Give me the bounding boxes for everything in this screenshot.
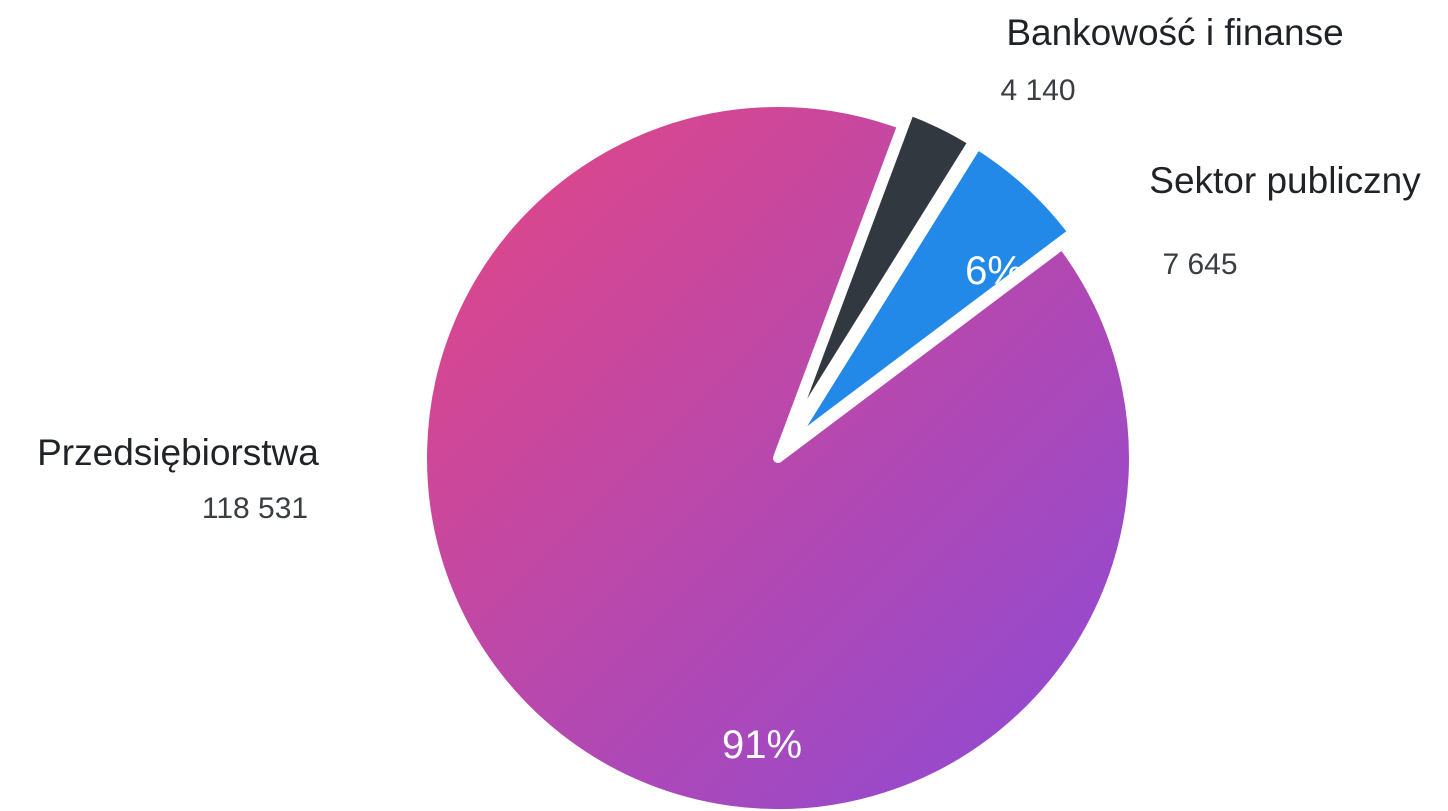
slice-label-sektor-publiczny: Sektor publiczny (1149, 160, 1421, 201)
slice-percent-przedsiebiorstwa: 91% (722, 723, 802, 767)
slice-label-bankowosc: Bankowość i finanse (1006, 12, 1343, 53)
slice-value-bankowosc: 4 140 (1000, 74, 1075, 107)
slice-percent-sektor-publiczny: 6% (965, 249, 1023, 293)
slice-value-przedsiebiorstwa: 118 531 (202, 492, 308, 525)
slice-value-sektor-publiczny: 7 645 (1162, 248, 1237, 281)
pie-slices (417, 97, 1139, 811)
slice-przedsiebiorstwa (417, 97, 1139, 811)
slice-sektor-publiczny (783, 139, 1079, 452)
slice-label-przedsiebiorstwa: Przedsiębiorstwa (37, 432, 319, 473)
